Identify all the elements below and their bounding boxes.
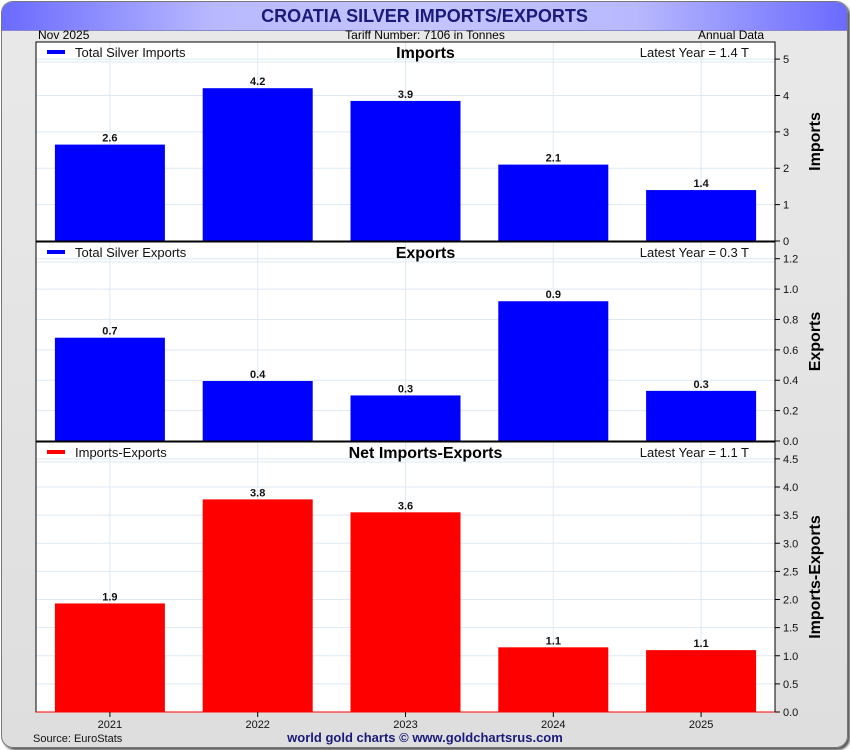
bar-2025 (646, 190, 757, 241)
tariff-label: Tariff Number: 7106 in Tonnes (345, 28, 505, 42)
latest-year-label: Latest Year = 1.1 T (640, 445, 749, 460)
data-label: 2.6 (102, 133, 117, 145)
data-label: 0.9 (546, 289, 561, 301)
data-label: 1.1 (693, 638, 708, 650)
y-tick-label: 3 (783, 127, 789, 139)
y-tick-label: 1.2 (783, 254, 798, 266)
bar-2022 (202, 88, 313, 241)
chart-title: CROATIA SILVER IMPORTS/EXPORTS (261, 6, 588, 26)
bar-2024 (498, 647, 609, 712)
data-label: 2.1 (546, 153, 561, 165)
panel-1: 2.6 4.2 3.9 2.1 1.4 0 1 2 3 4 5 Total Silver Import… (35, 41, 824, 248)
panel-title: Imports (396, 45, 455, 62)
bar-2025 (646, 390, 757, 441)
latest-year-label: Latest Year = 1.4 T (640, 45, 749, 60)
y-tick-label: 2.5 (783, 566, 798, 578)
legend-swatch (47, 50, 65, 54)
panel-title: Net Imports-Exports (349, 445, 503, 462)
y-tick-label: 3.5 (783, 510, 798, 522)
x-tick-label: 2022 (245, 719, 269, 731)
x-tick-label: 2025 (689, 719, 713, 731)
data-label: 1.9 (102, 591, 117, 603)
y-tick-label: 5 (783, 54, 789, 66)
bar-2021 (54, 144, 165, 241)
data-label: 0.3 (398, 383, 413, 395)
data-label: 1.1 (546, 635, 561, 647)
source-label: Source: EuroStats (33, 733, 123, 745)
y-tick-label: 2.0 (783, 595, 798, 607)
y-tick-label: 0.0 (783, 707, 798, 719)
y-tick-label: 1.0 (783, 284, 798, 296)
credit-label: world gold charts © www.goldchartsrus.co… (287, 730, 563, 745)
panel-title: Exports (396, 245, 456, 262)
data-label: 3.9 (398, 89, 413, 101)
latest-year-label: Latest Year = 0.3 T (640, 245, 749, 260)
legend-swatch (47, 450, 65, 454)
y-tick-label: 0.5 (783, 679, 798, 691)
y-tick-label: 4.0 (783, 482, 798, 494)
x-tick-label: 2021 (98, 719, 122, 731)
data-label: 0.7 (102, 326, 117, 338)
bar-2023 (350, 395, 461, 441)
y-tick-label: 0.6 (783, 345, 798, 357)
y-tick-label: 1.0 (783, 651, 798, 663)
y-tick-label: 0.4 (783, 375, 798, 387)
data-label: 1.4 (693, 178, 709, 190)
y-tick-label: 0.8 (783, 314, 798, 326)
date-label: Nov 2025 (38, 28, 90, 42)
bar-2022 (202, 499, 313, 712)
data-label: 3.8 (250, 487, 265, 499)
y-tick-label: 0.0 (783, 436, 798, 448)
bar-2021 (54, 337, 165, 441)
legend-label: Imports-Exports (75, 445, 167, 460)
bar-2022 (202, 380, 313, 441)
legend-label: Total Silver Imports (75, 45, 186, 60)
title-bar: CROATIA SILVER IMPORTS/EXPORTS (2, 2, 847, 31)
y-tick-label: 3.0 (783, 538, 798, 550)
data-label: 0.4 (250, 369, 266, 381)
data-label: 4.2 (250, 76, 265, 88)
y-tick-label: 2 (783, 163, 789, 175)
legend-label: Total Silver Exports (75, 245, 187, 260)
x-tick-label: 2023 (393, 719, 417, 731)
y-tick-label: 4 (783, 90, 789, 102)
legend-swatch (47, 250, 65, 254)
y-axis-title: Exports (807, 312, 824, 372)
y-tick-label: 1 (783, 200, 789, 212)
data-label: 0.3 (693, 379, 708, 391)
panel-2: 0.7 0.4 0.3 0.9 0.3 0.0 0.2 0.4 0.6 0.8 1.0 1.2 Tota… (35, 241, 824, 448)
y-axis-title: Imports-Exports (807, 515, 824, 639)
bar-2025 (646, 650, 757, 712)
data-label: 3.6 (398, 500, 413, 512)
frequency-label: Annual Data (698, 28, 765, 42)
x-tick-label: 2024 (541, 719, 565, 731)
bar-2023 (350, 100, 461, 242)
y-tick-label: 0 (783, 236, 789, 248)
y-tick-label: 0.2 (783, 406, 798, 418)
bar-2023 (350, 512, 461, 712)
bar-2024 (498, 301, 609, 441)
bar-2024 (498, 164, 609, 241)
y-tick-label: 4.5 (783, 454, 798, 466)
bar-2021 (54, 603, 165, 712)
y-tick-label: 1.5 (783, 623, 798, 635)
panel-3: 1.9 3.8 3.6 1.1 1.1 0.0 0.5 1.0 1.5 2.0 2.5 3.0 3.5 4… (35, 441, 824, 719)
y-axis-title: Imports (807, 112, 824, 171)
